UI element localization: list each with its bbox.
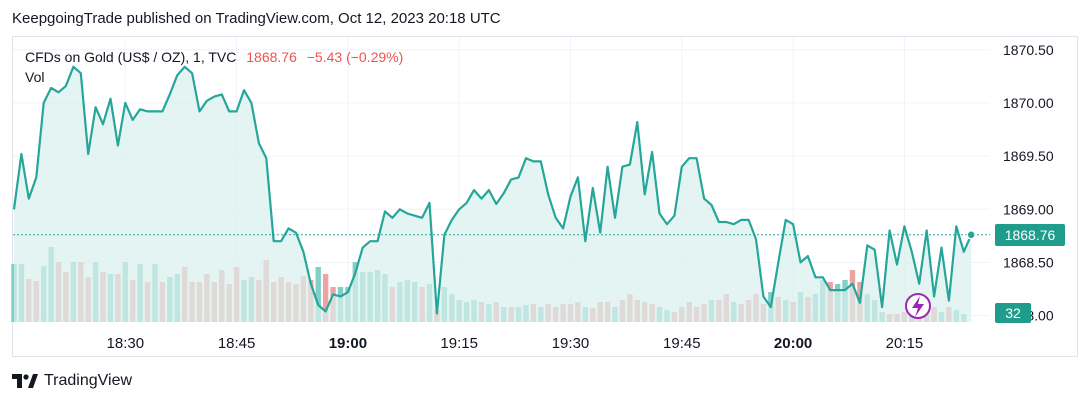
last-price-dot <box>966 230 976 240</box>
lightning-icon[interactable] <box>905 293 931 319</box>
volume-bar <box>322 274 329 322</box>
x-tick-label: 19:30 <box>552 335 590 352</box>
price-axis: 1868.001868.501869.001869.501870.001870.… <box>1003 42 1054 324</box>
legend-row: CFDs on Gold (US$ / OZ), 1, TVC 1868.76 … <box>25 47 403 67</box>
change-label: −5.43 (−0.29%) <box>306 49 404 65</box>
y-tick-label: 1869.50 <box>1003 148 1054 164</box>
y-tick-label: 1870.50 <box>1003 42 1054 58</box>
last-price-label: 1868.76 <box>246 49 297 65</box>
y-tick-label: 1870.00 <box>1003 95 1054 111</box>
brand-footer[interactable]: TradingView <box>12 372 132 390</box>
y-tick-label: 1868.50 <box>1003 254 1054 270</box>
time-axis: 18:30 18:45 19:00 19:15 19:30 19:45 20:00 20:15 <box>107 335 924 352</box>
brand-name: TradingView <box>44 372 133 389</box>
attribution-text: KeepgoingTrade published on TradingView.… <box>12 10 501 27</box>
price-area-fill <box>14 66 972 322</box>
x-tick-label: 19:00 <box>329 335 367 352</box>
price-line <box>12 65 973 315</box>
last-price-tag: 1868.76 <box>995 223 1065 246</box>
symbol-label[interactable]: CFDs on Gold (US$ / OZ), 1, TVC <box>25 49 237 65</box>
x-tick-label: 20:15 <box>886 335 924 352</box>
chart-legend: CFDs on Gold (US$ / OZ), 1, TVC 1868.76 … <box>25 47 403 87</box>
x-tick-label: 20:00 <box>774 335 812 352</box>
volume-bar <box>315 267 321 322</box>
volume-label[interactable]: Vol <box>25 69 45 85</box>
y-tick-label: 1869.00 <box>1003 201 1054 217</box>
x-tick-label: 18:30 <box>107 335 145 352</box>
x-tick-label: 19:45 <box>663 335 701 352</box>
x-tick-label: 19:15 <box>440 335 478 352</box>
x-tick-label: 18:45 <box>218 335 256 352</box>
volume-tag: 32 <box>995 303 1031 323</box>
tradingview-logo-icon <box>12 374 38 388</box>
